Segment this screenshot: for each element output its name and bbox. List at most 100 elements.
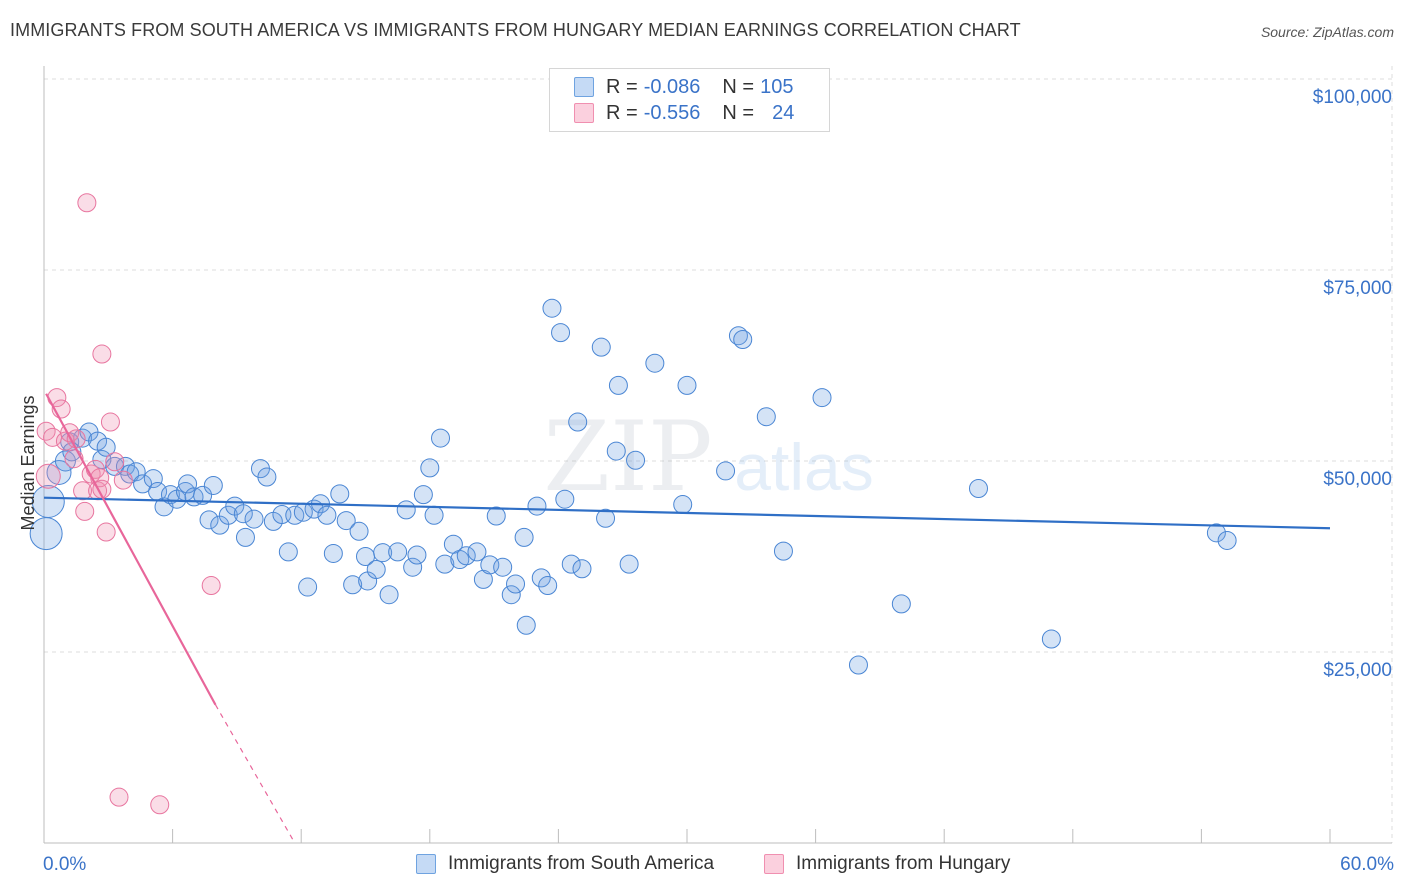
- data-point: [1217, 530, 1237, 550]
- data-point: [233, 504, 253, 524]
- trend-line-extension: [214, 704, 296, 844]
- data-point: [542, 298, 562, 318]
- data-point: [716, 461, 736, 481]
- legend-r-value: -0.556: [643, 101, 701, 124]
- data-point: [77, 193, 97, 213]
- x-tick-label-max: 60.0%: [1340, 854, 1394, 875]
- y-tick-label: $25,000: [1323, 660, 1392, 681]
- data-point: [486, 506, 506, 526]
- data-point: [1206, 523, 1226, 543]
- data-point: [388, 542, 408, 562]
- legend-n-value: 105: [760, 75, 794, 98]
- data-point: [467, 542, 487, 562]
- data-point: [568, 412, 588, 432]
- data-point: [591, 337, 611, 357]
- data-point: [349, 521, 369, 541]
- data-point: [235, 527, 255, 547]
- data-point: [46, 459, 72, 485]
- y-tick-label: $75,000: [1323, 278, 1392, 299]
- series-label-south-america: Immigrants from South America: [448, 853, 715, 874]
- data-point: [812, 388, 832, 408]
- data-point: [96, 522, 116, 542]
- data-point: [420, 458, 440, 478]
- trend-line: [43, 496, 1331, 530]
- x-tick-label-min: 0.0%: [43, 854, 86, 875]
- series-swatch-south-america: [416, 854, 436, 874]
- data-point: [431, 428, 451, 448]
- chart-title: IMMIGRANTS FROM SOUTH AMERICA VS IMMIGRA…: [10, 20, 1021, 40]
- data-point: [596, 508, 616, 528]
- legend-r-value: -0.086: [643, 75, 701, 98]
- data-point: [506, 574, 526, 594]
- data-point: [561, 554, 581, 574]
- data-point: [35, 463, 61, 489]
- data-point: [968, 479, 988, 499]
- series-legend-hungary: Immigrants from Hungary: [764, 851, 1010, 877]
- data-point: [673, 495, 693, 515]
- data-point: [113, 470, 133, 490]
- axis-labels: $25,000 $50,000 $75,000 $100,000 0.0% 60.0% Me…: [18, 87, 1394, 875]
- data-point: [493, 557, 513, 577]
- data-point: [278, 542, 298, 562]
- watermark-zip: ZIP: [543, 401, 712, 513]
- data-point: [516, 615, 536, 635]
- data-point: [773, 541, 793, 561]
- legend-swatch-south-america: [574, 77, 594, 97]
- series-legend-south-america: Immigrants from South America: [416, 851, 714, 877]
- data-point: [424, 505, 444, 525]
- data-point: [473, 569, 493, 589]
- data-point: [31, 484, 65, 518]
- data-point: [538, 576, 558, 596]
- data-point: [199, 510, 219, 530]
- axes: [43, 66, 1392, 844]
- data-point: [1041, 629, 1061, 649]
- series-swatch-hungary: [764, 854, 784, 874]
- data-point: [330, 484, 350, 504]
- data-point: [201, 576, 221, 596]
- data-point: [193, 485, 213, 505]
- data-point: [203, 475, 223, 495]
- legend-row-hungary: R = -0.556 N = 24: [574, 101, 794, 125]
- source-credit: Source: ZipAtlas.com: [1260, 24, 1394, 40]
- legend-row-south-america: R = -0.086 N = 105: [574, 75, 793, 99]
- data-point: [100, 412, 120, 432]
- data-point: [105, 452, 125, 472]
- legend-r-label: R =: [606, 75, 638, 98]
- data-point: [336, 511, 356, 531]
- series-label-hungary: Immigrants from Hungary: [796, 853, 1011, 874]
- data-point: [373, 543, 393, 563]
- data-point: [379, 585, 399, 605]
- data-point: [133, 474, 153, 494]
- data-point: [92, 344, 112, 364]
- data-point: [551, 323, 571, 343]
- data-point: [105, 456, 125, 476]
- data-point: [396, 500, 416, 520]
- data-points: [29, 193, 1237, 815]
- watermark-atlas: atlas: [734, 430, 873, 504]
- y-tick-label: $50,000: [1323, 469, 1392, 490]
- data-point: [298, 577, 318, 597]
- legend-r-label: R =: [606, 101, 638, 124]
- data-point: [848, 655, 868, 675]
- legend-n-label: N =: [722, 101, 755, 124]
- y-tick-label: $100,000: [1313, 87, 1392, 108]
- data-point: [75, 501, 95, 521]
- data-point: [733, 330, 753, 350]
- data-point: [317, 505, 337, 525]
- watermark: ZIP atlas: [543, 401, 873, 513]
- data-point: [244, 509, 264, 529]
- data-point: [626, 450, 646, 470]
- data-point: [531, 568, 551, 588]
- trend-line: [45, 393, 217, 706]
- data-point: [403, 557, 423, 577]
- data-point: [109, 787, 129, 807]
- data-point: [645, 353, 665, 373]
- data-point: [413, 485, 433, 505]
- data-point: [73, 481, 93, 501]
- data-point: [501, 585, 521, 605]
- data-point: [572, 559, 592, 579]
- data-point: [218, 505, 238, 525]
- data-point: [143, 469, 163, 489]
- data-point: [343, 575, 363, 595]
